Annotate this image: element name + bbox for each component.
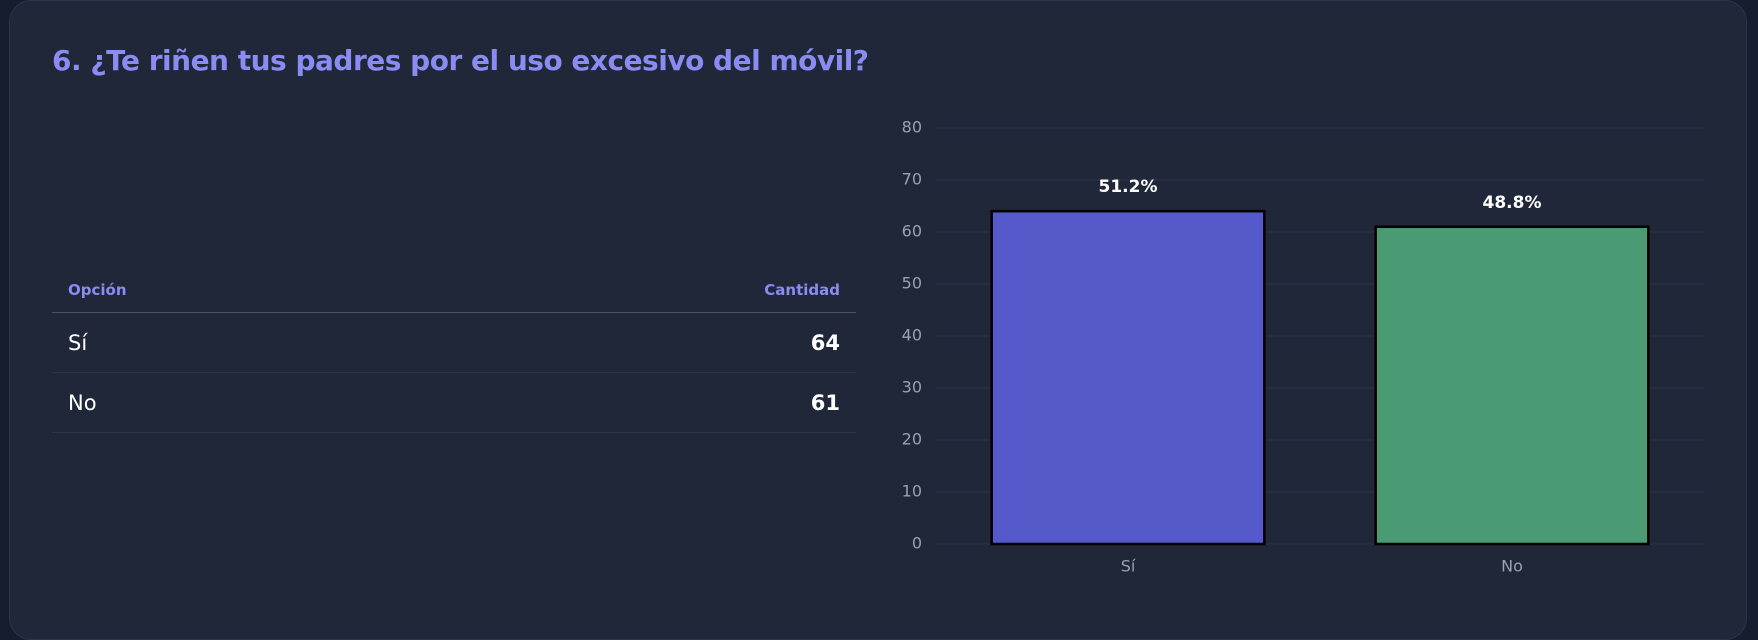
bar [1374,225,1650,546]
header-cell: Cantidad [419,268,856,313]
cell: 64 [419,312,856,373]
y-tick-label: 40 [902,326,922,345]
y-tick-label: 30 [902,378,922,397]
cell: No [52,372,420,433]
bar-label: 48.8% [1483,193,1542,213]
y-tick-label: 10 [902,482,922,501]
page: 6. ¿Te riñen tus padres por el uso exces… [9,0,1747,640]
y-tick-label: 80 [902,118,922,137]
header-row: Opción Cantidad [52,268,856,313]
bar [990,209,1266,546]
y-tick-label: 60 [902,222,922,241]
bar-label: 51.2% [1099,177,1158,197]
y-tick-label: 20 [902,430,922,449]
y-tick-label: 70 [902,170,922,189]
x-tick-label: Sí [1121,557,1136,576]
header-cell: Opción [52,268,420,313]
row: No 61 [52,372,856,433]
title: 6. ¿Te riñen tus padres por el uso exces… [52,44,869,77]
x-tick-label: No [1501,557,1523,576]
chart: 0 10 20 30 40 50 60 70 80 Sí 51.2% No 48.8% [902,118,1704,576]
cell: 61 [419,372,856,433]
row: Sí 64 [52,312,856,373]
data-table: Opción Cantidad Sí 64 No 61 [52,268,856,433]
y-tick-label: 50 [902,274,922,293]
cell: Sí [52,312,420,373]
y-tick-label: 0 [912,534,922,553]
